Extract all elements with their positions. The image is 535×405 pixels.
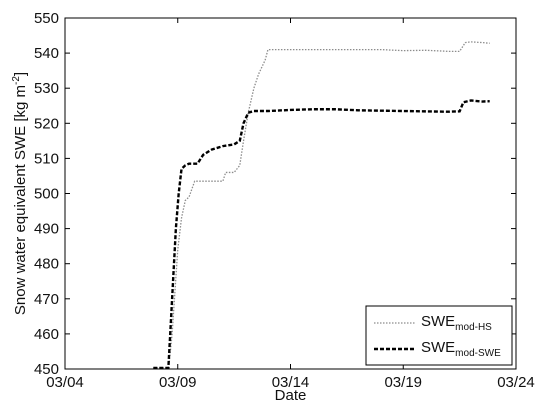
x-tick-label: 03/24: [497, 374, 535, 391]
y-axis-label: Snow water equivalent SWE [kg m-2]: [11, 72, 29, 315]
legend-box: [365, 305, 513, 366]
legend-entry-swe-mod-hs-sub: mod-HS: [455, 322, 492, 333]
series-layer: [153, 41, 490, 370]
legend: SWEmod-HS SWEmod-SWE: [365, 305, 513, 366]
y-tick-label: 500: [34, 186, 59, 203]
y-tick-label: 540: [34, 45, 59, 62]
legend-entry-swe-mod-hs-base: SWE: [421, 313, 455, 330]
y-tick-label: 480: [34, 256, 59, 273]
y-tick-label: 510: [34, 150, 59, 167]
y-axis-label-close: ]: [12, 72, 29, 76]
y-tick-label: 490: [34, 221, 59, 238]
y-tick-label: 450: [34, 361, 59, 378]
x-tick-label: 03/14: [272, 374, 310, 391]
y-tick-label: 550: [34, 10, 59, 27]
legend-entry-swe-mod-swe-base: SWE: [421, 339, 455, 356]
y-axis-label-main: Snow water equivalent SWE [kg m: [12, 85, 29, 315]
legend-entry-swe-mod-swe-sub: mod-SWE: [455, 348, 501, 359]
y-axis-label-sup: -2: [11, 76, 22, 85]
series-line-swe-mod-swe: [153, 99, 490, 370]
y-tick-label: 520: [34, 115, 59, 132]
y-tick-label: 470: [34, 291, 59, 308]
y-tick-label: 530: [34, 80, 59, 97]
x-tick-label: 03/04: [46, 374, 84, 391]
y-tick-label: 460: [34, 326, 59, 343]
series-line-swe-mod-hs: [153, 41, 490, 369]
x-axis-ticks: 03/04 03/09 03/14 03/19 03/24: [46, 18, 535, 391]
y-axis-ticks: 450 460 470 480 490 500 510 520 530 540 550: [34, 10, 516, 378]
x-tick-label: 03/19: [384, 374, 422, 391]
x-axis-label: Date: [275, 387, 307, 404]
x-tick-label: 03/09: [159, 374, 197, 391]
legend-entry-swe-mod-hs: SWEmod-HS: [421, 313, 492, 333]
legend-entry-swe-mod-swe: SWEmod-SWE: [421, 339, 501, 359]
